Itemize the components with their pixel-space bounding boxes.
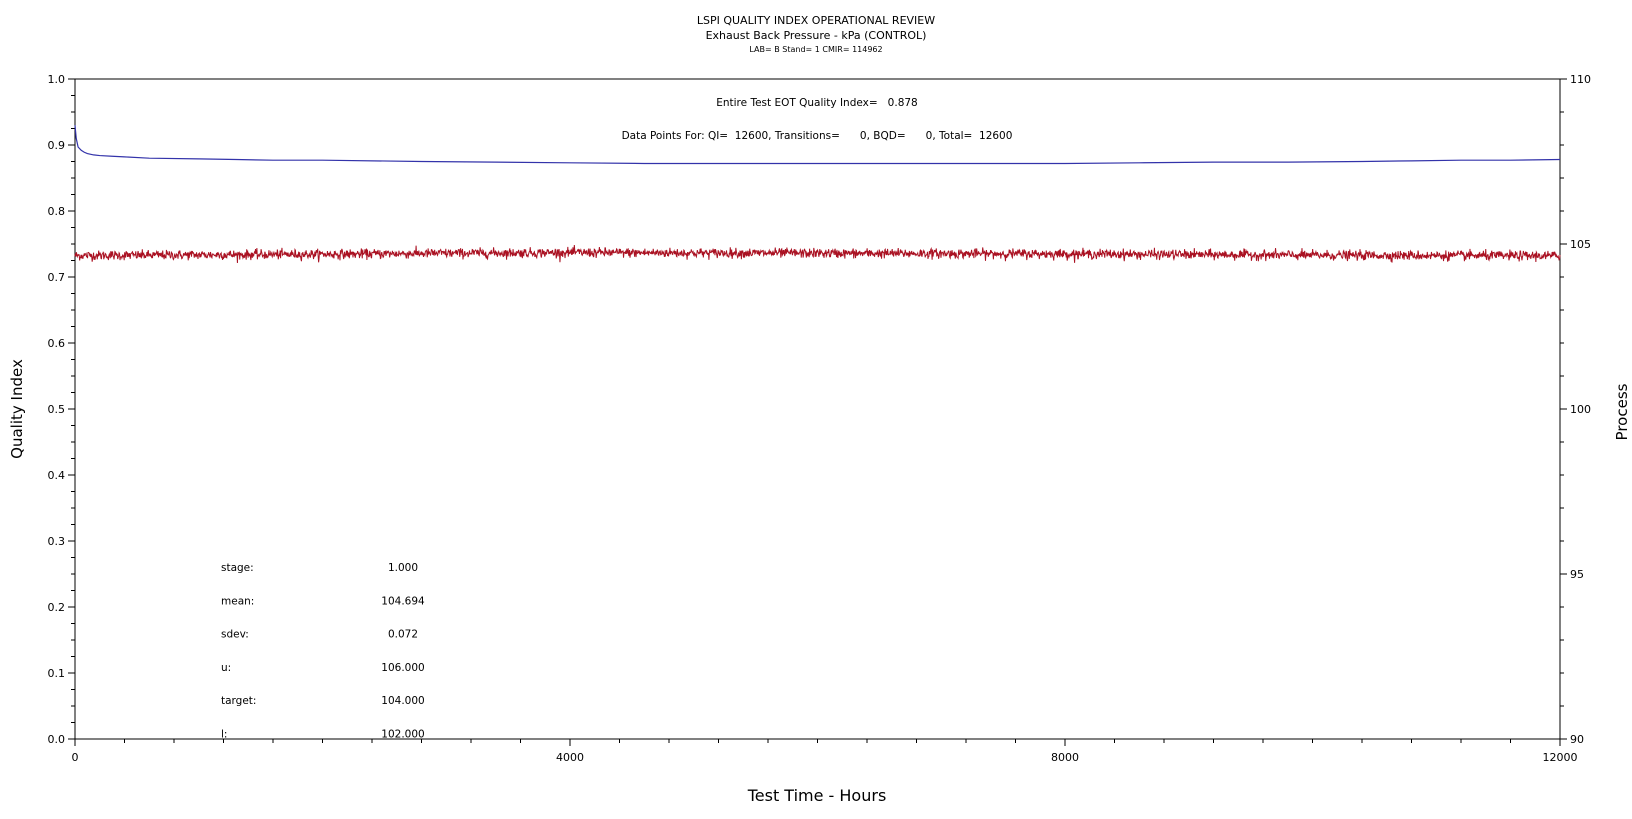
y-left-tick-label: 0.0 xyxy=(48,733,66,746)
y-right-tick-label: 90 xyxy=(1570,733,1584,746)
y-left-tick-label: 0.1 xyxy=(48,667,66,680)
stats-label: l: xyxy=(221,729,227,741)
y-right-tick-label: 105 xyxy=(1570,238,1591,251)
stats-label: u: xyxy=(221,662,231,674)
y-right-tick-label: 95 xyxy=(1570,568,1584,581)
x-axis-label: Test Time - Hours xyxy=(747,786,887,805)
y-left-tick-label: 0.3 xyxy=(48,535,66,548)
stats-value: 104.694 xyxy=(381,595,425,607)
x-tick-label: 0 xyxy=(72,751,79,764)
annotation-eot-quality-index: Entire Test EOT Quality Index= 0.878 xyxy=(716,97,918,109)
stats-label: sdev: xyxy=(221,629,249,641)
chart-subtitle: Exhaust Back Pressure - kPa (CONTROL) xyxy=(706,29,927,42)
y-axis-label-left: Quality Index xyxy=(8,359,26,459)
stats-value: 1.000 xyxy=(388,562,418,574)
x-tick-label: 8000 xyxy=(1051,751,1079,764)
y-left-tick-label: 0.6 xyxy=(48,337,66,350)
y-right-tick-label: 110 xyxy=(1570,73,1591,86)
stats-value: 104.000 xyxy=(381,695,424,707)
y-left-tick-label: 0.9 xyxy=(48,139,66,152)
annotation-data-points: Data Points For: QI= 12600, Transitions=… xyxy=(622,130,1013,142)
series-layer xyxy=(74,125,1561,263)
stats-value: 102.000 xyxy=(381,729,424,741)
y-left-tick-label: 0.4 xyxy=(48,469,66,482)
x-tick-label: 12000 xyxy=(1543,751,1578,764)
stats-label: stage: xyxy=(221,562,254,574)
quality-index-series-line xyxy=(74,125,1561,165)
chart-subsubtitle: LAB= B Stand= 1 CMIR= 114962 xyxy=(749,45,882,54)
y-axis-label-right: Process xyxy=(1613,383,1631,440)
plot-frame xyxy=(74,78,1561,740)
y-left-tick-label: 1.0 xyxy=(48,73,66,86)
stats-label: mean: xyxy=(221,595,254,607)
process-series-line xyxy=(74,245,1561,263)
y-left-tick-label: 0.5 xyxy=(48,403,66,416)
chart-title: LSPI QUALITY INDEX OPERATIONAL REVIEW xyxy=(697,14,935,27)
axes: 0.0 0.1 0.2 0.3 0.4 0.5 0.6 0.7 0.8 0.9 1.0 90 95 100… xyxy=(48,73,1592,764)
y-right-tick-label: 100 xyxy=(1570,403,1591,416)
stats-value: 0.072 xyxy=(388,629,418,641)
stats-table: stage: 1.000 mean: 104.694 sdev: 0.072 u: 106.0… xyxy=(221,562,425,741)
y-left-tick-label: 0.7 xyxy=(48,271,66,284)
y-left-tick-label: 0.2 xyxy=(48,601,66,614)
x-tick-label: 4000 xyxy=(556,751,584,764)
stats-value: 106.000 xyxy=(381,662,424,674)
stats-label: target: xyxy=(221,695,256,707)
y-left-tick-label: 0.8 xyxy=(48,205,66,218)
